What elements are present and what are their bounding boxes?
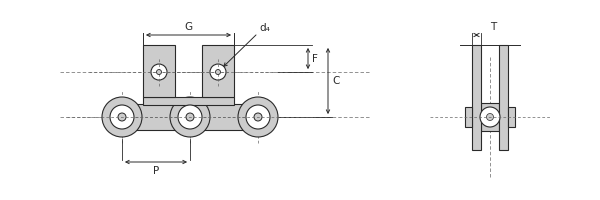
Bar <box>465 107 472 127</box>
Polygon shape <box>190 104 258 130</box>
Circle shape <box>110 105 134 129</box>
Circle shape <box>246 105 270 129</box>
Polygon shape <box>122 104 190 130</box>
Bar <box>499 45 508 150</box>
Circle shape <box>480 107 500 127</box>
Circle shape <box>215 70 221 75</box>
Bar <box>202 45 234 97</box>
Text: T: T <box>490 22 496 32</box>
Bar <box>481 103 499 131</box>
Text: P: P <box>153 166 159 176</box>
Circle shape <box>178 105 202 129</box>
Circle shape <box>151 64 167 80</box>
Text: F: F <box>312 54 318 64</box>
Text: C: C <box>332 76 340 86</box>
Circle shape <box>254 113 262 121</box>
Circle shape <box>118 113 126 121</box>
Text: d₄: d₄ <box>259 23 270 33</box>
Circle shape <box>210 64 226 80</box>
Circle shape <box>487 114 493 120</box>
Text: G: G <box>184 22 193 32</box>
Circle shape <box>238 97 278 137</box>
Circle shape <box>102 97 142 137</box>
Circle shape <box>170 97 210 137</box>
Bar <box>143 45 175 97</box>
Bar <box>472 45 481 150</box>
Bar <box>143 97 234 105</box>
Circle shape <box>186 113 194 121</box>
Circle shape <box>157 70 161 75</box>
Bar <box>508 107 515 127</box>
